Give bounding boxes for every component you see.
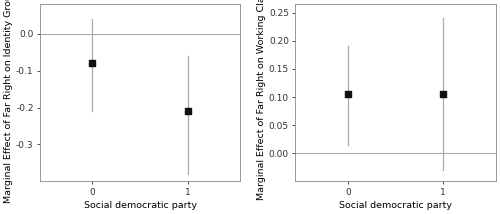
Point — [344, 92, 352, 96]
Y-axis label: Marginal Effect of Far Right on Identity Groups: Marginal Effect of Far Right on Identity… — [4, 0, 13, 203]
X-axis label: Social democratic party: Social democratic party — [339, 201, 452, 210]
X-axis label: Social democratic party: Social democratic party — [84, 201, 196, 210]
Point — [88, 62, 96, 65]
Point — [184, 110, 192, 113]
Point — [440, 92, 448, 95]
Y-axis label: Marginal Effect of Far Right on Working Class: Marginal Effect of Far Right on Working … — [257, 0, 266, 200]
